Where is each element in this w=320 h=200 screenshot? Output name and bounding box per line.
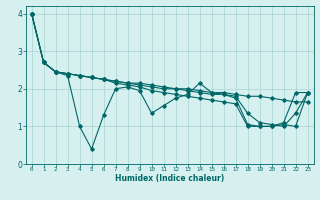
X-axis label: Humidex (Indice chaleur): Humidex (Indice chaleur) bbox=[115, 174, 224, 183]
